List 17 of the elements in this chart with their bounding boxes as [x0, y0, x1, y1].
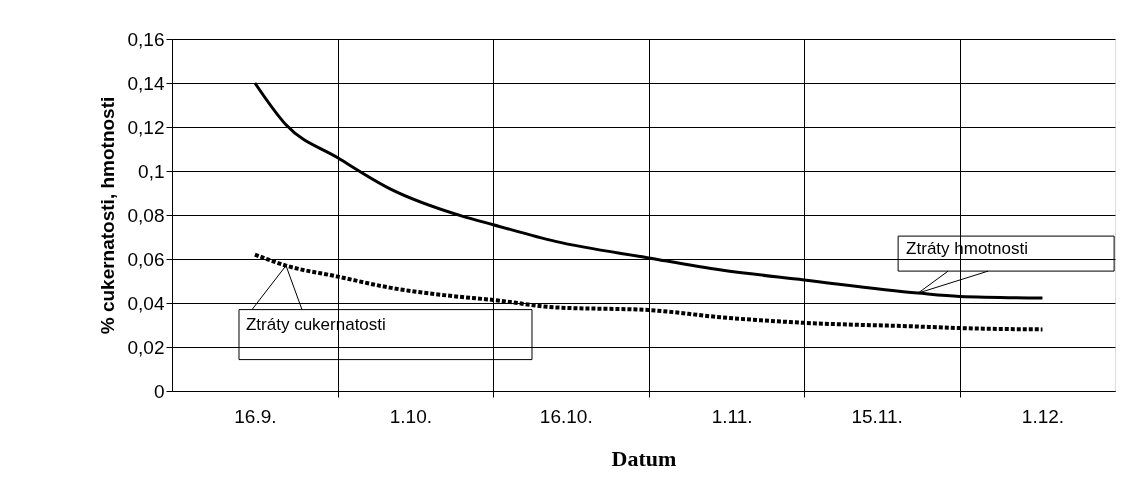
y-tick-label: 0 [153, 380, 165, 402]
y-tick-label: 0,12 [127, 116, 165, 138]
x-tick-label: 16.9. [234, 405, 277, 427]
x-axis-title: Datum [611, 445, 677, 471]
x-tick-label: 16.10. [539, 405, 593, 427]
y-tick-label: 0,14 [127, 72, 165, 94]
y-tick-label: 0,04 [127, 292, 165, 314]
y-tick-label: 0,1 [138, 160, 165, 182]
x-tick-label: 15.11. [851, 405, 903, 427]
y-tick-label: 0,02 [127, 336, 165, 358]
x-tick-label: 1.11. [711, 405, 753, 427]
y-tick-label: 0,06 [127, 248, 165, 270]
y-tick-label: 0,16 [127, 28, 165, 50]
y-axis-title: % cukernatosti, hmotnosti [96, 96, 118, 335]
y-tick-label: 0,08 [127, 204, 165, 226]
x-tick-label: 1.10. [389, 405, 432, 427]
x-tick-label: 1.12. [1021, 405, 1065, 427]
